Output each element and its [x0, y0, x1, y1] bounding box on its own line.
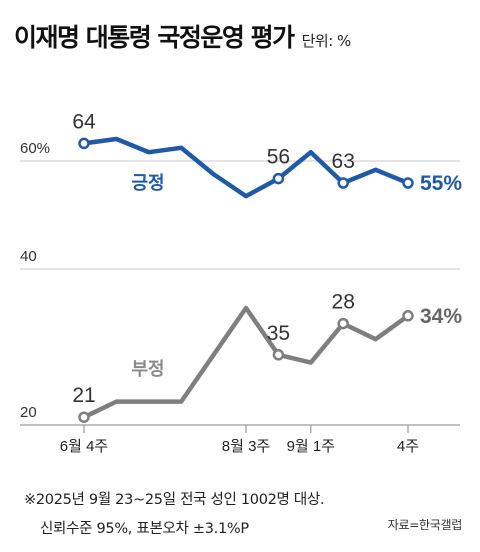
data-label: 35 [267, 322, 290, 345]
x-tick-label: 9월 1주 [287, 438, 335, 455]
footnote-margin: 신뢰수준 95%, 표본오차 ±3.1%P [40, 521, 249, 537]
end-value-label: 55% [420, 172, 462, 195]
x-tick-label: 6월 4주 [60, 438, 108, 455]
data-point [402, 177, 414, 189]
data-label: 28 [332, 291, 355, 314]
data-point [272, 349, 285, 361]
data-point [337, 317, 349, 330]
chart-header: 이재명 대통령 국정운영 평가 단위: % [14, 18, 351, 58]
y-tick-label: 20 [20, 404, 37, 421]
series-name-positive: 긍정 [131, 173, 164, 194]
data-point [402, 310, 414, 322]
data-label: 63 [332, 150, 355, 173]
footnote: ※2025년 9월 23~25일 전국 성인 1002명 대상. 신뢰수준 95… [24, 486, 325, 544]
data-point [272, 172, 285, 185]
chart-title: 이재명 대통령 국정운영 평가 [14, 23, 295, 52]
end-value-label: 34% [420, 305, 462, 328]
series-line-positive [81, 136, 411, 199]
data-point [78, 411, 90, 423]
data-label: 21 [72, 384, 95, 407]
series-line-negative [81, 305, 411, 420]
data-label: 56 [267, 146, 290, 169]
x-tick-label: 8월 3주 [222, 438, 270, 455]
y-tick-label: 60% [20, 140, 50, 157]
data-point [78, 137, 90, 150]
source-label: 자료=한국갤럽 [387, 518, 463, 532]
line-chart: 60% 40 20 6월 4주 8월 3주 9월 1주 4주 64 56 63 55% 21 35 28 3… [20, 110, 462, 455]
data-label: 64 [72, 110, 96, 133]
data-point [337, 177, 349, 189]
series-name-negative: 부정 [131, 359, 164, 380]
unit-label: 단위: % [301, 32, 352, 50]
footnote-survey: ※2025년 9월 23~25일 전국 성인 1002명 대상. [24, 492, 325, 508]
x-tick-label: 4주 [397, 438, 419, 455]
y-tick-label: 40 [20, 248, 37, 265]
